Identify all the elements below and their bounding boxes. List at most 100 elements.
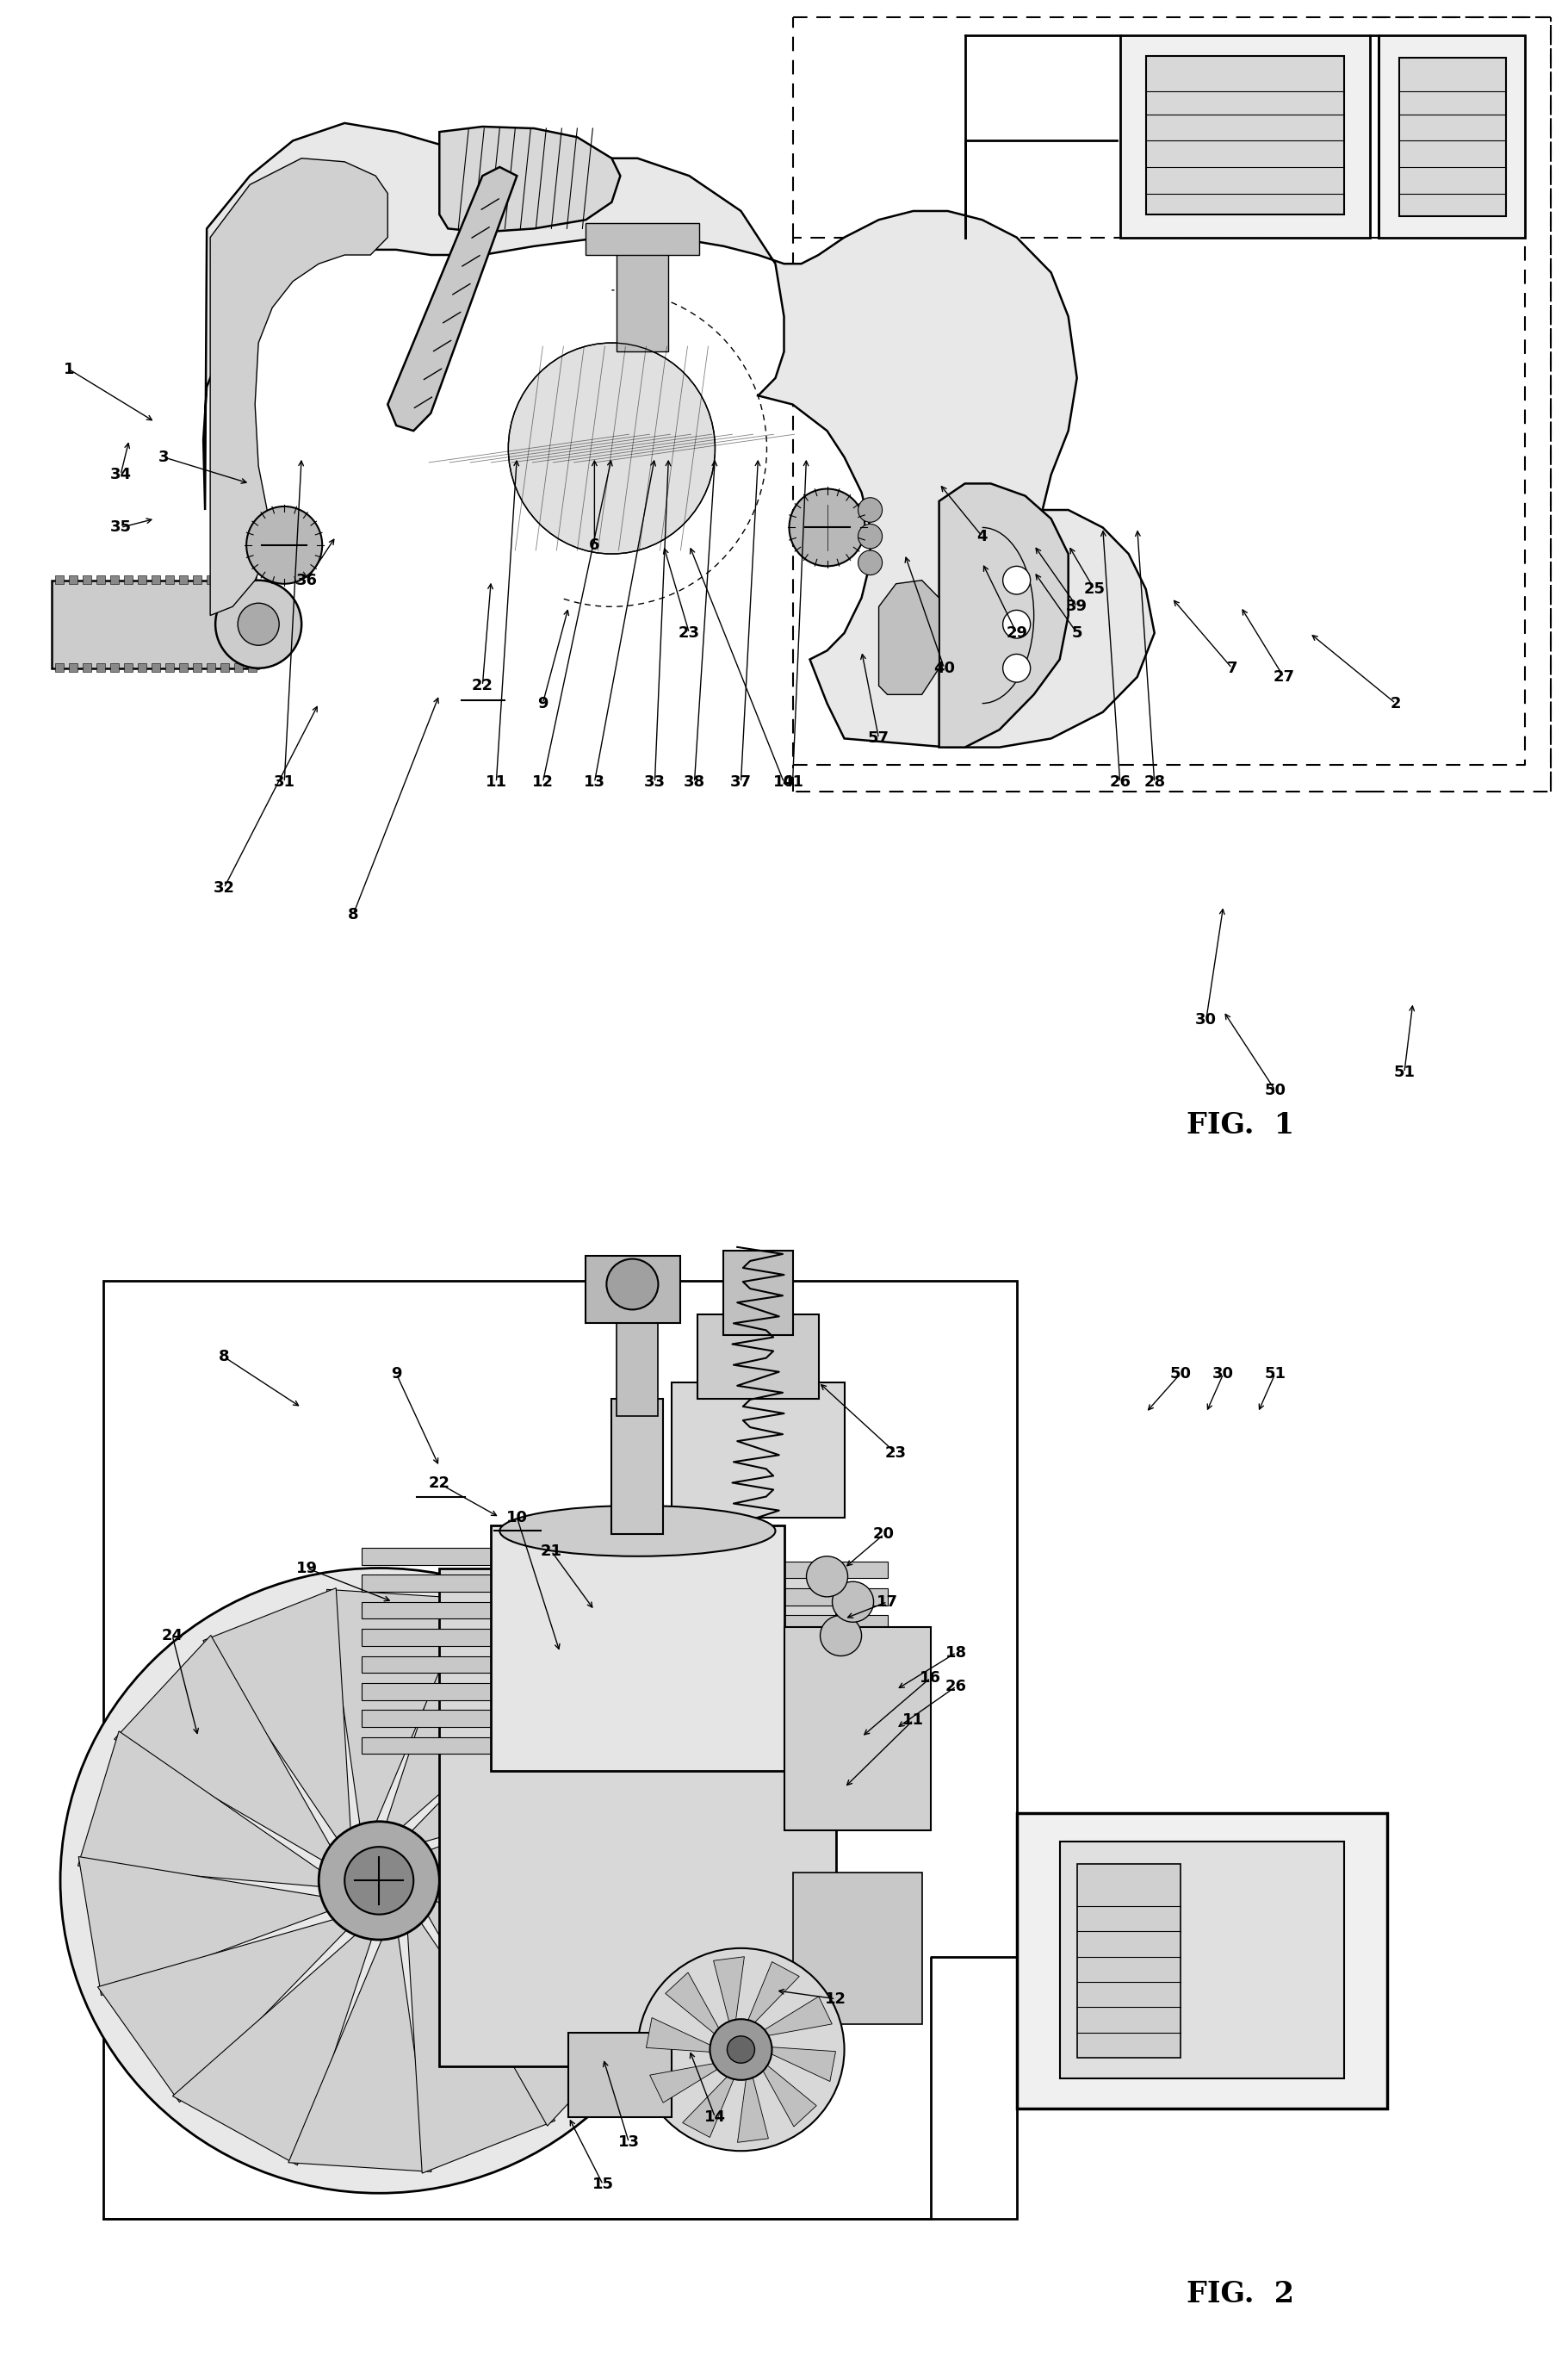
Text: 14: 14 [704, 2110, 726, 2124]
Bar [234, 576, 243, 583]
Text: 5: 5 [1071, 626, 1082, 640]
Text: 6: 6 [590, 538, 601, 552]
Polygon shape [439, 126, 621, 233]
Text: 3: 3 [158, 450, 169, 464]
Bar [124, 664, 133, 671]
Text: 38: 38 [684, 776, 706, 790]
Text: 29: 29 [1005, 626, 1027, 640]
Circle shape [318, 1822, 439, 1939]
Polygon shape [878, 580, 939, 695]
Bar [221, 576, 229, 583]
Text: 21: 21 [541, 1544, 563, 1558]
Bar [193, 664, 202, 671]
Text: 22: 22 [428, 1475, 450, 1492]
Circle shape [1004, 609, 1030, 638]
Bar [362, 1682, 500, 1701]
Bar [1399, 57, 1505, 216]
Polygon shape [289, 1937, 431, 2172]
Bar [124, 576, 133, 583]
Text: 20: 20 [873, 1527, 895, 1542]
Bar [362, 1549, 500, 1565]
Circle shape [238, 604, 279, 645]
Circle shape [60, 1568, 698, 2193]
Polygon shape [649, 2063, 718, 2103]
Polygon shape [771, 2048, 836, 2082]
Bar [586, 224, 699, 255]
Polygon shape [439, 1875, 681, 2029]
Bar [569, 2032, 673, 2117]
Circle shape [246, 507, 321, 583]
Circle shape [858, 550, 883, 576]
Polygon shape [431, 1765, 679, 1906]
Bar [616, 1306, 659, 1416]
Text: 8: 8 [218, 1349, 229, 1366]
Text: 32: 32 [213, 880, 235, 897]
Bar [165, 664, 174, 671]
Bar [83, 576, 91, 583]
Polygon shape [765, 1996, 833, 2036]
Bar [55, 664, 64, 671]
Text: 17: 17 [877, 1594, 898, 1611]
Bar [152, 664, 160, 671]
Polygon shape [210, 159, 387, 616]
Bar [248, 576, 257, 583]
Text: 24: 24 [162, 1627, 183, 1644]
Bar [69, 576, 77, 583]
Text: 23: 23 [886, 1446, 906, 1461]
Bar [207, 664, 215, 671]
Text: 19: 19 [296, 1561, 317, 1575]
Text: 26: 26 [1109, 776, 1131, 790]
Bar [776, 1561, 887, 1577]
Bar [776, 1642, 887, 1658]
Text: 31: 31 [273, 776, 295, 790]
Text: 12: 12 [532, 776, 554, 790]
Bar [165, 576, 174, 583]
Text: FIG.  1: FIG. 1 [1187, 1111, 1295, 1140]
Bar [776, 1589, 887, 1606]
Circle shape [1004, 654, 1030, 683]
Bar [207, 576, 215, 583]
Bar [234, 664, 243, 671]
Polygon shape [172, 1934, 372, 2165]
Bar [776, 1670, 887, 1687]
Circle shape [638, 1948, 844, 2151]
Text: 30: 30 [1212, 1366, 1234, 1382]
Circle shape [789, 488, 866, 566]
Polygon shape [204, 1589, 351, 1839]
Polygon shape [737, 2077, 768, 2143]
Bar [193, 576, 202, 583]
Bar [362, 1601, 500, 1618]
Bar [97, 664, 105, 671]
Text: 10: 10 [506, 1511, 528, 1525]
Text: 51: 51 [1264, 1366, 1286, 1382]
Text: 35: 35 [110, 519, 132, 535]
Text: 13: 13 [583, 776, 605, 790]
Polygon shape [939, 483, 1068, 747]
Polygon shape [97, 1920, 347, 2103]
Bar [612, 1399, 663, 1534]
Text: 11: 11 [486, 776, 506, 790]
Text: 25: 25 [1083, 580, 1105, 597]
Polygon shape [52, 580, 259, 668]
Bar [69, 664, 77, 671]
Bar [1060, 1841, 1344, 2079]
Text: 50: 50 [1264, 1082, 1286, 1099]
Bar [248, 664, 257, 671]
Polygon shape [428, 1901, 644, 2127]
Bar [362, 1630, 500, 1646]
Bar [698, 1316, 818, 1399]
Polygon shape [408, 1922, 555, 2174]
Text: 13: 13 [618, 2134, 640, 2151]
Circle shape [858, 523, 883, 550]
Text: 34: 34 [110, 466, 132, 483]
Circle shape [710, 2020, 771, 2079]
Bar [55, 576, 64, 583]
Text: 18: 18 [946, 1644, 967, 1661]
Text: 23: 23 [679, 626, 699, 640]
Text: 26: 26 [946, 1680, 967, 1694]
Bar [362, 1575, 500, 1592]
Bar [1016, 1813, 1388, 2108]
Text: 28: 28 [1143, 776, 1165, 790]
Text: 11: 11 [903, 1713, 924, 1727]
Ellipse shape [500, 1506, 776, 1556]
